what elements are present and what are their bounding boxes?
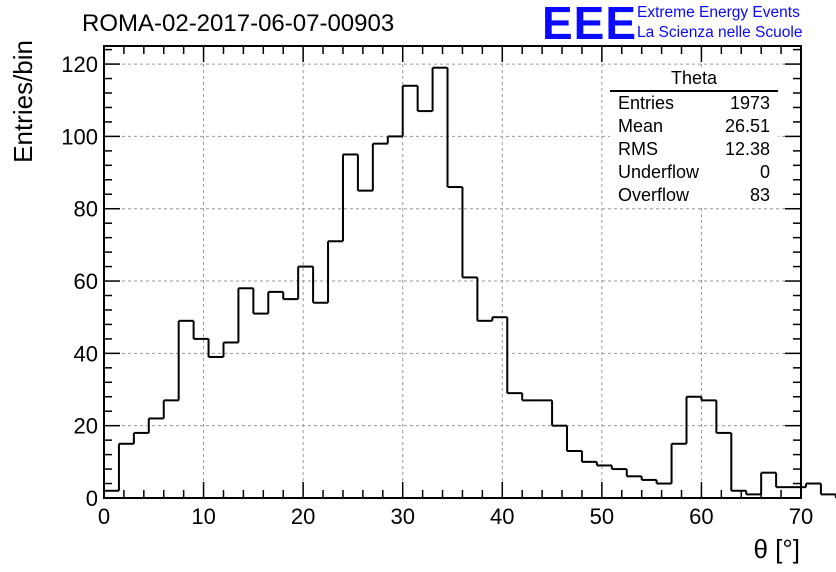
histogram-bin bbox=[431, 66, 448, 112]
histogram-series bbox=[103, 66, 836, 498]
histogram-bin bbox=[640, 476, 657, 481]
histogram-bin bbox=[237, 287, 254, 343]
histogram-bin bbox=[745, 490, 762, 496]
stats-label: Underflow bbox=[618, 162, 700, 182]
histogram-bin bbox=[566, 425, 582, 452]
plot-frame bbox=[103, 45, 802, 499]
stats-label: RMS bbox=[618, 139, 658, 159]
histogram-bin bbox=[192, 320, 209, 340]
y-tick-label: 0 bbox=[86, 486, 98, 511]
histogram-bin bbox=[700, 396, 717, 402]
histogram-bin bbox=[103, 489, 119, 498]
histogram-bin bbox=[715, 400, 732, 434]
grid-lines bbox=[104, 46, 801, 498]
x-axis-label: θ [°] bbox=[753, 534, 800, 564]
y-tick-label: 20 bbox=[74, 414, 98, 439]
histogram-bin bbox=[595, 461, 612, 467]
logo-subtitle-2: La Scienza nelle Scuole bbox=[637, 24, 803, 41]
x-tick-label: 0 bbox=[98, 504, 110, 529]
histogram-bin bbox=[282, 291, 299, 301]
histogram-bin bbox=[625, 469, 642, 478]
histogram-bin bbox=[476, 277, 493, 322]
histogram-bin bbox=[386, 135, 403, 144]
x-tick-label: 60 bbox=[689, 504, 713, 529]
stats-value: 83 bbox=[749, 185, 770, 205]
histogram-bin bbox=[207, 338, 224, 358]
histogram-bin bbox=[132, 431, 149, 444]
histogram-bin bbox=[446, 67, 463, 189]
histogram-bin bbox=[775, 472, 792, 489]
stats-value: 26.51 bbox=[724, 116, 770, 136]
histogram-bin bbox=[312, 266, 329, 304]
stats-label: Entries bbox=[618, 93, 675, 113]
stats-row-overflow: Overflow 83 bbox=[610, 184, 778, 207]
x-tick-label: 40 bbox=[490, 504, 514, 529]
stats-row-mean: Mean 26.51 bbox=[610, 115, 778, 138]
y-tick-label: 80 bbox=[74, 197, 98, 222]
tick-labels: 0 10 20 30 40 50 60 70 0 20 40 60 80 100 120 bbox=[61, 52, 813, 529]
histogram-bin bbox=[551, 400, 568, 427]
histogram-bin bbox=[580, 450, 597, 463]
histogram-bin bbox=[267, 290, 284, 314]
histogram-bin bbox=[610, 465, 627, 471]
histogram-bin bbox=[416, 85, 433, 113]
histogram-bin bbox=[297, 265, 314, 300]
histogram-bin bbox=[685, 395, 702, 444]
stats-label: Overflow bbox=[618, 185, 690, 205]
stats-value: 0 bbox=[759, 162, 770, 182]
histogram-bin bbox=[670, 442, 687, 484]
stats-row-entries: Entries 1973 bbox=[610, 92, 778, 115]
histogram-bin bbox=[177, 319, 194, 401]
x-tick-label: 20 bbox=[291, 504, 315, 529]
x-tick-label: 30 bbox=[390, 504, 414, 529]
logo-subtitle-1: Extreme Energy Events bbox=[637, 4, 800, 21]
x-tick-label: 10 bbox=[191, 504, 215, 529]
histogram-bin bbox=[401, 84, 418, 137]
histogram-bin bbox=[117, 442, 134, 491]
eee-logo: EEE bbox=[542, 0, 638, 49]
histogram-bin bbox=[147, 417, 164, 433]
y-tick-label: 120 bbox=[61, 52, 98, 77]
axes bbox=[103, 45, 802, 499]
stats-title: Theta bbox=[610, 68, 778, 92]
stats-row-rms: RMS 12.38 bbox=[610, 138, 778, 161]
histogram-bin bbox=[356, 154, 373, 192]
histogram-bin bbox=[804, 482, 821, 488]
histogram-bin bbox=[730, 432, 747, 492]
histogram-bin bbox=[371, 142, 388, 191]
histogram-bin bbox=[252, 288, 269, 315]
histogram-bin bbox=[491, 316, 508, 321]
y-tick-label: 40 bbox=[74, 341, 98, 366]
histogram-bin bbox=[327, 240, 343, 303]
stats-row-underflow: Underflow 0 bbox=[610, 161, 778, 184]
stats-box: Theta Entries 1973 Mean 26.51 RMS 12.38 … bbox=[610, 68, 778, 207]
x-tick-label: 50 bbox=[590, 504, 614, 529]
stats-label: Mean bbox=[618, 116, 664, 136]
histogram-bin bbox=[461, 187, 478, 279]
histogram-bin bbox=[819, 483, 836, 496]
stats-value: 1973 bbox=[729, 93, 770, 113]
histogram-bin bbox=[655, 479, 672, 485]
histogram-bin bbox=[341, 153, 358, 242]
page-title: ROMA-02-2017-06-07-00903 bbox=[82, 10, 395, 37]
histogram-bin bbox=[222, 341, 239, 357]
x-tick-label: 70 bbox=[789, 504, 813, 529]
histogram-bin bbox=[760, 471, 777, 495]
stats-value: 12.38 bbox=[724, 139, 770, 159]
histogram-bin bbox=[162, 399, 179, 419]
y-tick-label: 60 bbox=[74, 269, 98, 294]
histogram-bin bbox=[506, 317, 523, 395]
histogram-bin bbox=[521, 393, 538, 402]
y-axis-label: Entries/bin bbox=[8, 40, 38, 163]
y-tick-label: 100 bbox=[61, 124, 98, 149]
